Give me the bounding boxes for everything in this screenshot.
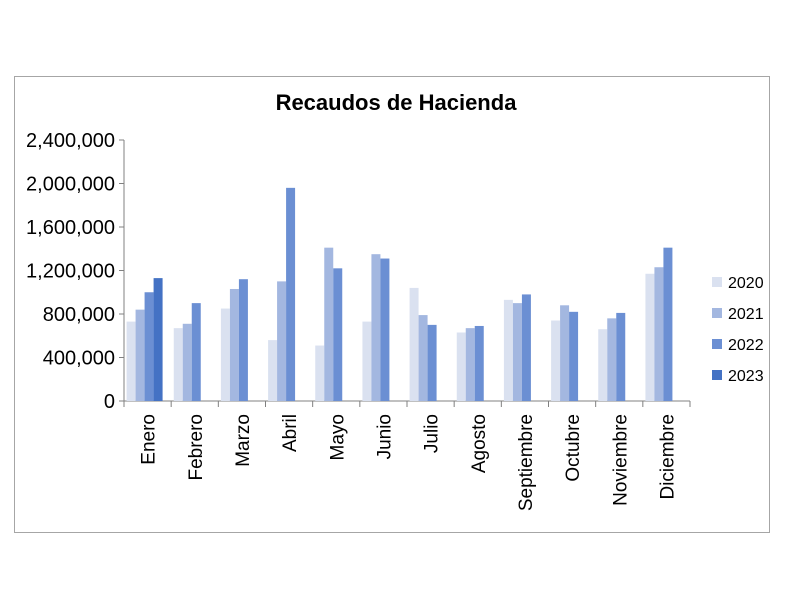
bar-2022-noviembre: [616, 312, 626, 401]
bar-2020-julio: [409, 287, 419, 401]
legend: 2020 2021 2022 2023: [712, 275, 764, 385]
bar-2021-febrero: [182, 323, 192, 401]
legend-swatch-2020: [712, 277, 722, 287]
bar-2022-julio: [427, 324, 437, 401]
legend-label-2021: 2021: [728, 306, 764, 323]
y-tick-label: 1,200,000: [26, 261, 115, 283]
y-tick-label: 400,000: [43, 348, 115, 370]
chart-title: Recaudos de Hacienda: [276, 90, 518, 115]
legend-label-2022: 2022: [728, 337, 764, 354]
axes: 0 400,000 800,000 1,200,000 1,600,000 2,000,0…: [26, 130, 691, 511]
bar-2022-diciembre: [663, 247, 673, 401]
bar-2023-enero: [153, 278, 163, 401]
y-tick-label: 2,400,000: [26, 130, 115, 152]
bar-2020-febrero: [173, 328, 183, 401]
y-tick-label: 1,600,000: [26, 217, 115, 239]
x-tick-label: Noviembre: [610, 414, 631, 506]
bar-2022-agosto: [474, 325, 484, 401]
x-tick-label: Marzo: [233, 414, 254, 467]
bar-2021-noviembre: [607, 318, 617, 401]
x-tick-label: Abril: [280, 414, 301, 452]
bar-2021-septiembre: [512, 303, 522, 401]
bar-2020-mayo: [315, 345, 325, 401]
bar-2020-agosto: [456, 332, 466, 401]
legend-swatch-2022: [712, 339, 722, 349]
bar-2022-marzo: [238, 279, 248, 401]
x-tick-label: Julio: [422, 414, 443, 453]
bar-2021-abril: [277, 281, 287, 401]
bar-2021-agosto: [465, 328, 475, 401]
chart-frame: [14, 76, 770, 533]
bar-2020-enero: [126, 321, 136, 401]
bar-2021-octubre: [560, 305, 570, 401]
bar-2020-noviembre: [598, 329, 608, 401]
bar-2021-junio: [371, 254, 381, 401]
x-tick-label: Junio: [374, 414, 395, 459]
bar-2021-enero: [135, 309, 145, 401]
legend-label-2020: 2020: [728, 275, 764, 292]
bar-2020-septiembre: [503, 299, 513, 401]
bar-2020-marzo: [220, 308, 230, 401]
x-tick-label: Febrero: [186, 414, 207, 481]
x-tick-label: Mayo: [327, 414, 348, 460]
y-tick-label: 800,000: [43, 304, 115, 326]
x-tick-label: Octubre: [563, 414, 584, 482]
bar-2021-diciembre: [654, 267, 664, 401]
legend-swatch-2021: [712, 308, 722, 318]
bar-2020-octubre: [551, 320, 561, 401]
x-tick-label: Diciembre: [657, 414, 678, 500]
bar-2022-mayo: [333, 268, 343, 401]
x-tick-label: Septiembre: [516, 414, 537, 511]
bar-2022-septiembre: [521, 294, 531, 401]
bar-2020-junio: [362, 321, 372, 401]
bar-2022-enero: [144, 292, 154, 401]
legend-swatch-2023: [712, 370, 722, 380]
bar-2022-octubre: [569, 311, 579, 401]
bar-2021-julio: [418, 315, 428, 401]
x-tick-label: Enero: [139, 414, 160, 465]
bar-2022-febrero: [191, 303, 201, 401]
legend-label-2023: 2023: [728, 368, 764, 385]
y-tick-label: 0: [104, 391, 115, 413]
x-tick-label: Agosto: [469, 414, 490, 473]
bar-2021-marzo: [229, 288, 239, 401]
y-tick-label: 2,000,000: [26, 174, 115, 196]
bars: [126, 187, 673, 401]
bar-2020-abril: [268, 340, 278, 401]
bar-2020-diciembre: [645, 273, 655, 401]
bar-2021-mayo: [324, 247, 334, 401]
bar-2022-abril: [286, 187, 296, 401]
bar-2022-junio: [380, 258, 390, 401]
